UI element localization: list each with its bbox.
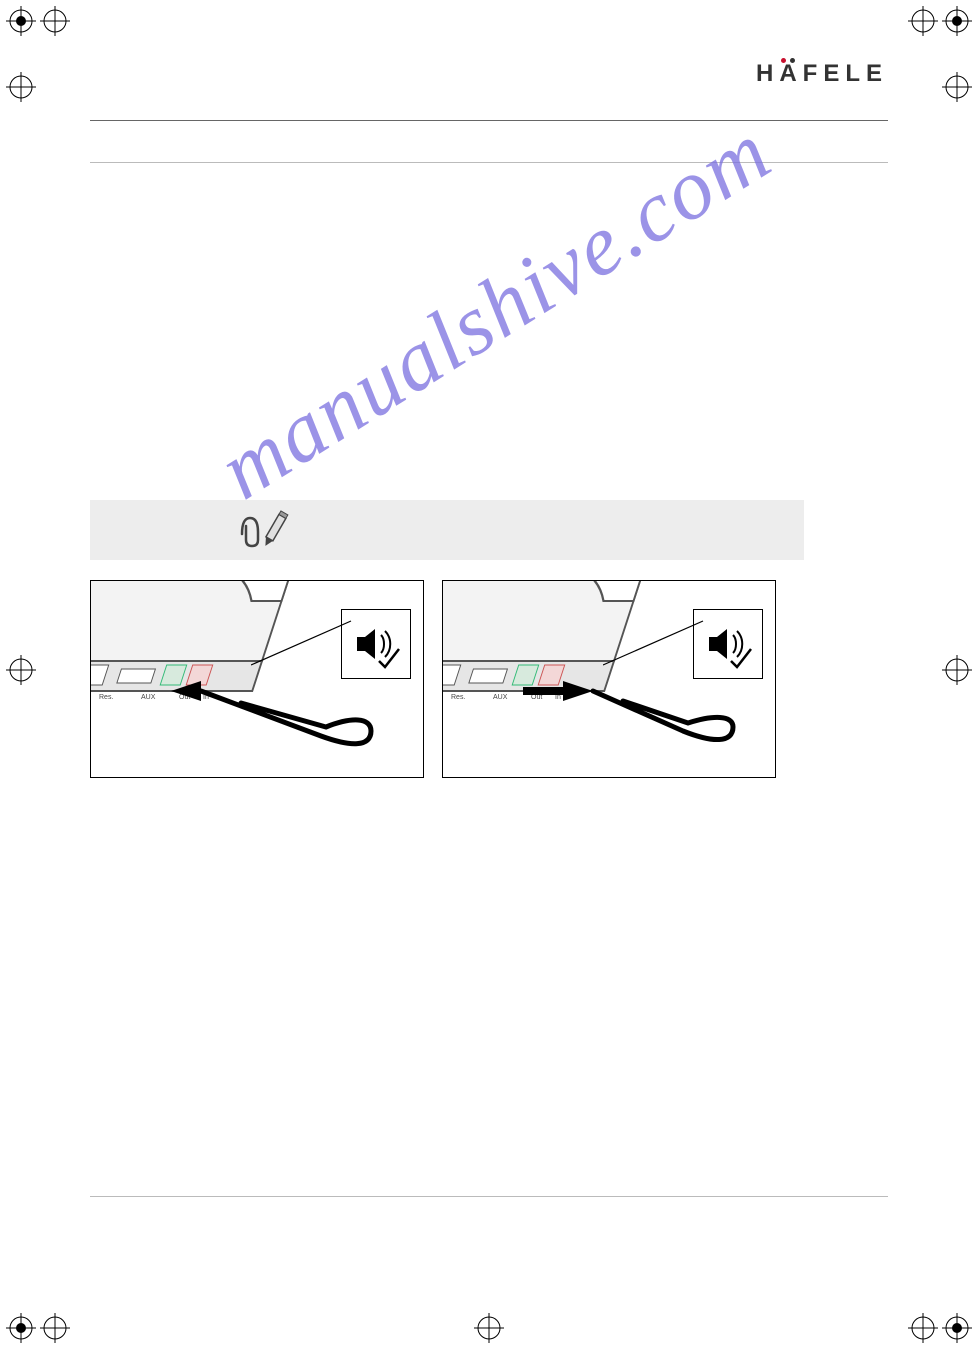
figure-reset-release: Res. AUX Out In <box>442 580 776 778</box>
page-body: HAFELE <box>90 60 888 1260</box>
port-label: AUX <box>493 694 508 701</box>
registration-mark-icon <box>6 655 36 685</box>
registration-mark-icon <box>6 6 36 36</box>
registration-mark-icon <box>40 6 70 36</box>
paperclip-pencil-icon <box>236 510 296 550</box>
divider <box>90 162 888 163</box>
registration-mark-icon <box>942 1313 972 1343</box>
registration-mark-icon <box>942 6 972 36</box>
leader-line <box>251 615 361 675</box>
registration-mark-icon <box>908 6 938 36</box>
instruction-figures: Res. AUX Out In <box>90 580 776 778</box>
paperclip-probe-icon <box>523 681 743 771</box>
port-label: Res. <box>99 694 113 701</box>
registration-mark-icon <box>942 72 972 102</box>
tool-hint-bar <box>90 500 804 560</box>
registration-mark-icon <box>40 1313 70 1343</box>
divider <box>90 120 888 121</box>
paperclip-probe-icon <box>171 681 391 771</box>
figure-reset-press: Res. AUX Out In <box>90 580 424 778</box>
divider <box>90 1196 888 1197</box>
registration-mark-icon <box>942 655 972 685</box>
port-label: Res. <box>451 694 465 701</box>
port-label: AUX <box>141 694 156 701</box>
registration-mark-icon <box>6 72 36 102</box>
leader-line <box>603 615 713 675</box>
registration-mark-icon <box>474 1313 504 1343</box>
brand-logo: HAFELE <box>756 60 888 88</box>
registration-mark-icon <box>908 1313 938 1343</box>
registration-mark-icon <box>6 1313 36 1343</box>
